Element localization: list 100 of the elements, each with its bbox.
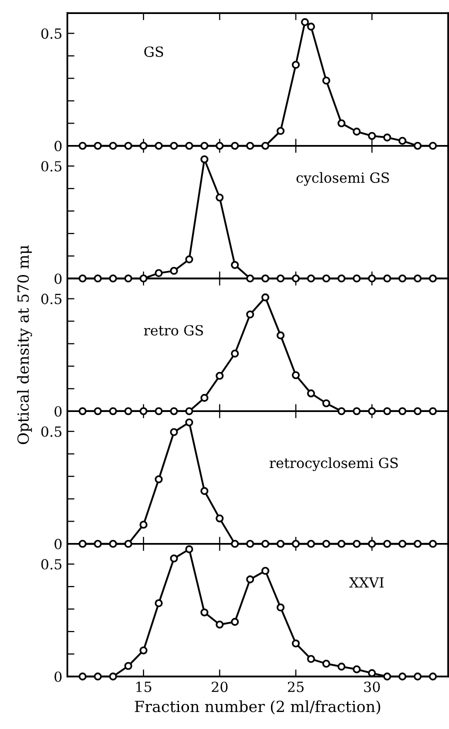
point xyxy=(261,293,270,302)
point xyxy=(352,540,361,548)
point xyxy=(368,132,376,140)
point xyxy=(398,274,406,282)
point xyxy=(154,407,163,416)
point xyxy=(200,155,208,164)
point xyxy=(300,18,309,26)
point xyxy=(246,310,254,318)
point xyxy=(78,540,87,548)
point xyxy=(307,389,315,398)
y-tick-label: 0.5 xyxy=(41,426,62,437)
point xyxy=(140,142,148,150)
x-tick-label: 30 xyxy=(364,682,380,692)
point xyxy=(398,136,406,145)
point xyxy=(230,618,239,626)
text: GS xyxy=(144,46,164,57)
point xyxy=(338,540,346,548)
x-tick-label: 15 xyxy=(136,682,152,692)
point xyxy=(124,274,132,282)
point xyxy=(338,662,346,671)
point xyxy=(261,142,270,150)
point xyxy=(78,672,87,680)
point xyxy=(428,142,437,150)
point xyxy=(307,655,315,663)
point xyxy=(109,407,117,416)
point xyxy=(414,274,422,282)
point xyxy=(276,331,285,340)
point xyxy=(428,672,437,680)
point xyxy=(398,672,406,680)
point xyxy=(216,372,224,380)
point xyxy=(94,142,102,150)
point xyxy=(428,540,437,548)
point xyxy=(109,672,117,680)
point xyxy=(154,599,163,608)
y-tick-label: 0.5 xyxy=(41,559,62,570)
point xyxy=(338,119,346,128)
point xyxy=(307,22,315,31)
point xyxy=(124,662,132,670)
point xyxy=(185,418,194,426)
point xyxy=(352,665,361,674)
point xyxy=(414,672,422,680)
point xyxy=(276,127,285,135)
point xyxy=(185,407,194,416)
point xyxy=(109,142,117,150)
point xyxy=(428,407,437,416)
point xyxy=(170,142,178,150)
point xyxy=(140,407,148,416)
point xyxy=(124,407,132,416)
point xyxy=(124,142,132,150)
point xyxy=(322,540,330,548)
x-axis-title: Fraction number (2 ml/fraction) xyxy=(134,700,380,714)
point xyxy=(94,274,102,282)
point xyxy=(322,274,330,282)
point xyxy=(292,274,300,282)
y-tick-label: 0 xyxy=(54,140,62,152)
y-tick-label: 0 xyxy=(54,406,62,417)
x-tick-label: 25 xyxy=(288,682,304,692)
point xyxy=(216,142,224,150)
point xyxy=(200,142,208,150)
point xyxy=(276,274,285,282)
point xyxy=(170,407,178,416)
point xyxy=(352,128,361,136)
y-tick-label: 0 xyxy=(54,273,62,284)
y-tick-label: 0.5 xyxy=(41,294,62,304)
point xyxy=(170,554,178,562)
point xyxy=(170,428,178,436)
point xyxy=(246,142,254,150)
point xyxy=(292,60,300,69)
point xyxy=(200,394,208,402)
point xyxy=(230,142,239,150)
point xyxy=(216,514,224,522)
point xyxy=(368,274,376,282)
point xyxy=(94,540,102,548)
point xyxy=(368,540,376,548)
point xyxy=(383,540,392,548)
point xyxy=(414,142,422,150)
point xyxy=(261,540,270,548)
point xyxy=(230,350,239,358)
point xyxy=(368,669,376,678)
point xyxy=(109,274,117,282)
point xyxy=(200,487,208,495)
point xyxy=(78,142,87,150)
point xyxy=(292,639,300,648)
point xyxy=(383,407,392,416)
point xyxy=(383,672,392,680)
point xyxy=(140,274,148,282)
point xyxy=(230,261,239,269)
point xyxy=(383,274,392,282)
point xyxy=(414,407,422,416)
point xyxy=(307,540,315,548)
point xyxy=(246,575,254,584)
text: retrocyclosemi GS xyxy=(270,457,398,472)
point xyxy=(307,274,315,282)
point xyxy=(261,566,270,575)
point xyxy=(200,608,208,616)
y-tick-label: 0 xyxy=(54,671,62,682)
point xyxy=(140,520,148,529)
y-tick-label: 0 xyxy=(54,538,62,550)
point xyxy=(428,274,437,282)
point xyxy=(185,255,194,264)
